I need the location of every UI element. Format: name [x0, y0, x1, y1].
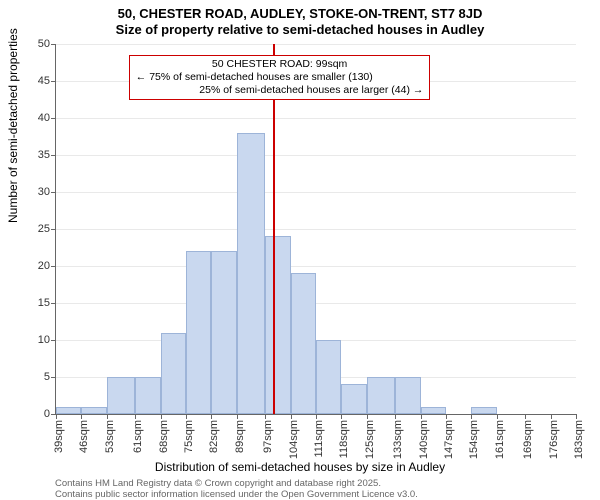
footer-line1: Contains HM Land Registry data © Crown c… — [55, 478, 381, 489]
y-tick — [51, 266, 56, 267]
y-tick — [51, 81, 56, 82]
x-tick-label: 97sqm — [262, 420, 274, 453]
x-tick — [471, 414, 472, 419]
x-tick — [497, 414, 498, 419]
y-tick-label: 25 — [38, 223, 50, 235]
y-tick-label: 0 — [44, 408, 50, 420]
x-tick-label: 176sqm — [548, 420, 560, 459]
histogram-bar — [237, 133, 266, 414]
x-tick — [81, 414, 82, 419]
x-tick — [316, 414, 317, 419]
x-tick-label: 183sqm — [573, 420, 585, 459]
y-tick — [51, 303, 56, 304]
y-gridline — [56, 229, 576, 230]
x-tick — [237, 414, 238, 419]
x-tick-label: 133sqm — [392, 420, 404, 459]
histogram-bar — [107, 377, 136, 414]
x-tick — [211, 414, 212, 419]
x-tick — [135, 414, 136, 419]
x-tick-label: 118sqm — [338, 420, 350, 458]
x-tick-label: 39sqm — [53, 420, 65, 453]
y-tick — [51, 118, 56, 119]
footer-line2: Contains public sector information licen… — [55, 489, 418, 500]
x-tick — [107, 414, 108, 419]
x-tick — [186, 414, 187, 419]
x-tick-label: 140sqm — [418, 420, 430, 459]
histogram-bar — [471, 407, 496, 414]
x-tick — [395, 414, 396, 419]
x-tick-label: 154sqm — [468, 420, 480, 459]
histogram-bar — [186, 251, 211, 414]
y-gridline — [56, 192, 576, 193]
annotation-box: 50 CHESTER ROAD: 99sqm← 75% of semi-deta… — [129, 55, 431, 100]
y-tick-label: 10 — [38, 334, 50, 346]
x-tick — [341, 414, 342, 419]
annotation-line1: 50 CHESTER ROAD: 99sqm — [136, 58, 424, 71]
y-axis-label: Number of semi-detached properties — [6, 28, 20, 223]
y-tick-label: 15 — [38, 297, 50, 309]
histogram-bar — [135, 377, 160, 414]
histogram-bar — [341, 384, 366, 414]
annotation-line3: 25% of semi-detached houses are larger (… — [136, 84, 424, 97]
x-tick-label: 61sqm — [132, 420, 144, 453]
y-tick-label: 50 — [38, 38, 50, 50]
x-tick — [421, 414, 422, 419]
x-tick-label: 75sqm — [183, 420, 195, 453]
y-tick-label: 40 — [38, 112, 50, 124]
histogram-bar — [316, 340, 341, 414]
x-tick — [265, 414, 266, 419]
y-gridline — [56, 303, 576, 304]
y-tick-label: 20 — [38, 260, 50, 272]
y-tick — [51, 192, 56, 193]
x-tick — [576, 414, 577, 419]
histogram-bar — [421, 407, 446, 414]
x-tick — [291, 414, 292, 419]
chart-title-line1: 50, CHESTER ROAD, AUDLEY, STOKE-ON-TRENT… — [0, 6, 600, 21]
x-tick — [525, 414, 526, 419]
y-gridline — [56, 118, 576, 119]
x-tick — [551, 414, 552, 419]
x-tick-label: 147sqm — [443, 420, 455, 459]
y-tick — [51, 44, 56, 45]
chart-container: 50, CHESTER ROAD, AUDLEY, STOKE-ON-TRENT… — [0, 0, 600, 500]
x-tick — [56, 414, 57, 419]
x-tick-label: 161sqm — [494, 420, 506, 459]
y-tick-label: 35 — [38, 149, 50, 161]
y-tick-label: 5 — [44, 371, 50, 383]
x-tick-label: 53sqm — [104, 420, 116, 453]
histogram-bar — [56, 407, 81, 414]
x-tick — [161, 414, 162, 419]
y-tick — [51, 155, 56, 156]
x-tick-label: 111sqm — [313, 420, 325, 458]
histogram-bar — [367, 377, 396, 414]
histogram-bar — [395, 377, 420, 414]
histogram-bar — [291, 273, 316, 414]
x-tick-label: 89sqm — [234, 420, 246, 453]
histogram-bar — [161, 333, 186, 414]
x-tick-label: 82sqm — [208, 420, 220, 453]
y-tick — [51, 377, 56, 378]
x-tick-label: 104sqm — [288, 420, 300, 459]
annotation-line2: ← 75% of semi-detached houses are smalle… — [136, 71, 424, 84]
y-tick — [51, 229, 56, 230]
x-tick-label: 68sqm — [158, 420, 170, 453]
histogram-bar — [81, 407, 106, 414]
y-tick-label: 45 — [38, 75, 50, 87]
plot-area: 0510152025303540455039sqm46sqm53sqm61sqm… — [55, 44, 576, 415]
x-tick-label: 169sqm — [522, 420, 534, 459]
y-gridline — [56, 266, 576, 267]
chart-title-line2: Size of property relative to semi-detach… — [0, 22, 600, 37]
y-tick — [51, 340, 56, 341]
y-gridline — [56, 44, 576, 45]
histogram-bar — [211, 251, 236, 414]
x-tick-label: 125sqm — [364, 420, 376, 459]
x-tick — [446, 414, 447, 419]
histogram-bar — [265, 236, 290, 414]
x-tick-label: 46sqm — [78, 420, 90, 453]
y-tick-label: 30 — [38, 186, 50, 198]
x-axis-label: Distribution of semi-detached houses by … — [0, 460, 600, 474]
y-gridline — [56, 155, 576, 156]
x-tick — [367, 414, 368, 419]
